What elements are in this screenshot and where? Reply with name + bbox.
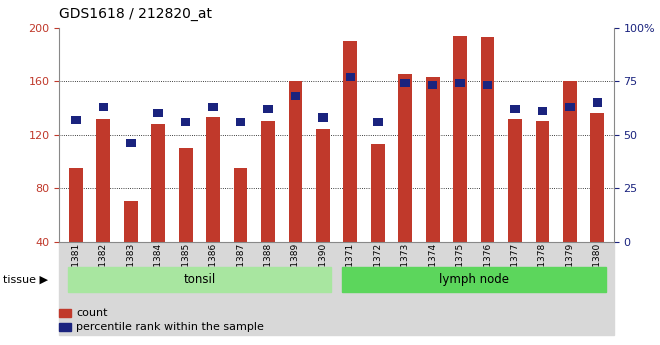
Text: percentile rank within the sample: percentile rank within the sample xyxy=(76,322,264,332)
Bar xyxy=(153,109,163,117)
Bar xyxy=(126,139,135,147)
Bar xyxy=(510,105,520,113)
Bar xyxy=(206,117,220,242)
Text: tonsil: tonsil xyxy=(183,273,216,286)
Bar xyxy=(179,148,193,242)
Bar xyxy=(455,79,465,87)
Bar xyxy=(565,103,575,111)
Text: tissue ▶: tissue ▶ xyxy=(3,275,48,284)
Bar xyxy=(535,121,549,242)
Bar xyxy=(399,75,412,242)
Text: lymph node: lymph node xyxy=(439,273,509,286)
Bar xyxy=(428,81,438,89)
Bar xyxy=(316,129,330,242)
Bar xyxy=(96,119,110,242)
Bar xyxy=(343,41,357,242)
Bar xyxy=(124,201,138,242)
Bar xyxy=(288,81,302,241)
Bar xyxy=(563,81,577,241)
Bar xyxy=(261,121,275,242)
Bar xyxy=(318,114,327,121)
Bar xyxy=(508,119,522,242)
Bar xyxy=(346,73,355,81)
Bar xyxy=(373,118,383,126)
Bar xyxy=(234,168,248,241)
Bar xyxy=(290,92,300,100)
Bar xyxy=(482,81,492,89)
Bar xyxy=(98,103,108,111)
Bar xyxy=(69,168,82,241)
Bar xyxy=(236,118,246,126)
Bar xyxy=(480,37,494,241)
Bar xyxy=(426,77,440,242)
Bar xyxy=(591,113,604,242)
Bar xyxy=(151,124,165,242)
Bar xyxy=(209,103,218,111)
Bar xyxy=(371,144,385,241)
Bar xyxy=(263,105,273,113)
Bar xyxy=(453,36,467,242)
Bar xyxy=(181,118,191,126)
Bar xyxy=(71,116,81,124)
Text: count: count xyxy=(76,308,108,318)
Bar xyxy=(538,107,547,115)
Bar xyxy=(401,79,410,87)
Text: GDS1618 / 212820_at: GDS1618 / 212820_at xyxy=(59,7,213,21)
Bar xyxy=(593,98,602,107)
